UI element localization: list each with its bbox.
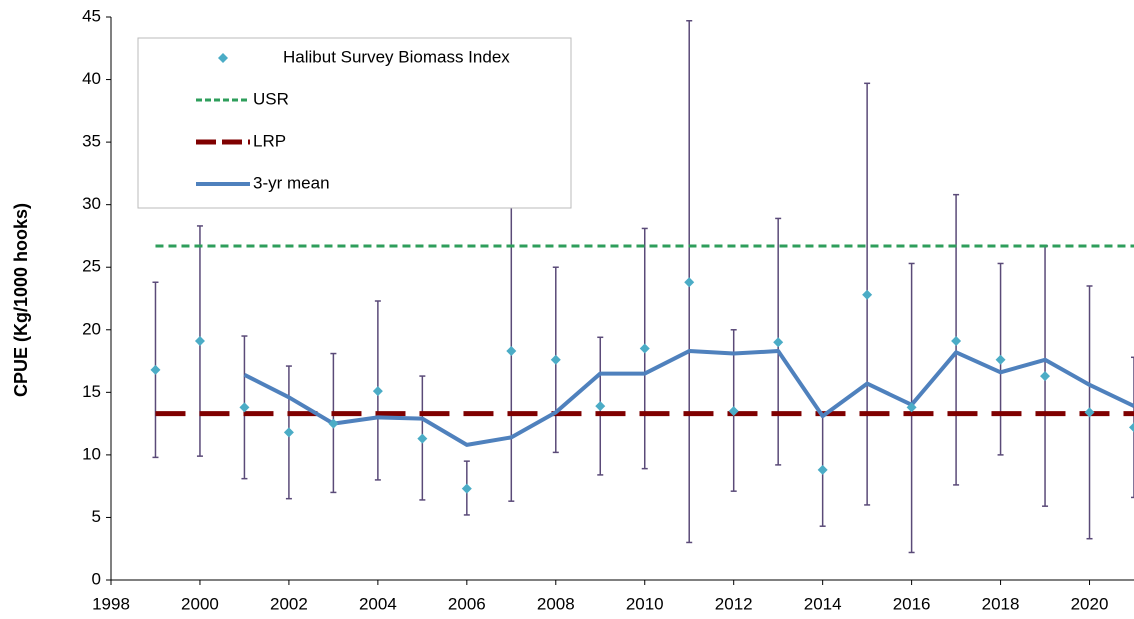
x-tick-label: 2016 xyxy=(893,594,931,613)
data-point xyxy=(239,402,250,413)
data-point xyxy=(906,402,917,413)
plot-area xyxy=(150,20,1134,554)
data-point xyxy=(506,346,517,357)
data-point xyxy=(1129,422,1134,433)
x-tick-label: 2020 xyxy=(1071,594,1109,613)
x-tick-label: 2000 xyxy=(181,594,219,613)
data-point xyxy=(1084,407,1095,418)
x-tick-label: 2004 xyxy=(359,594,397,613)
data-point xyxy=(461,483,472,494)
data-point xyxy=(951,336,962,347)
data-point xyxy=(684,277,695,288)
x-tick-label: 2006 xyxy=(448,594,486,613)
x-tick-label: 2010 xyxy=(626,594,664,613)
x-tick-label: 2014 xyxy=(804,594,842,613)
data-point xyxy=(194,336,205,347)
data-point xyxy=(417,433,428,444)
data-point xyxy=(995,354,1006,365)
data-point xyxy=(550,354,561,365)
data-point xyxy=(150,364,161,375)
y-tick-label: 25 xyxy=(82,257,101,276)
x-tick-label: 2008 xyxy=(537,594,575,613)
data-point xyxy=(328,418,339,429)
y-tick-label: 10 xyxy=(82,444,101,463)
legend-label: 3-yr mean xyxy=(253,173,330,192)
y-tick-label: 45 xyxy=(82,6,101,25)
data-point xyxy=(283,427,294,438)
data-point xyxy=(639,343,650,354)
y-axis-label: CPUE (Kg/1000 hooks) xyxy=(11,203,31,397)
data-point xyxy=(862,289,873,300)
data-point xyxy=(728,406,739,417)
data-point xyxy=(1040,371,1051,382)
legend-label: LRP xyxy=(253,131,286,150)
y-tick-label: 30 xyxy=(82,194,101,213)
data-point xyxy=(372,386,383,397)
x-tick-label: 1998 xyxy=(92,594,130,613)
x-tick-label: 2002 xyxy=(270,594,308,613)
y-tick-label: 0 xyxy=(92,569,101,588)
x-tick-label: 2012 xyxy=(715,594,753,613)
y-tick-label: 5 xyxy=(92,507,101,526)
legend-box xyxy=(137,37,572,209)
y-tick-label: 15 xyxy=(82,382,101,401)
legend-marker xyxy=(218,53,228,63)
y-tick-label: 40 xyxy=(82,69,101,88)
data-point xyxy=(595,401,606,412)
y-tick-label: 20 xyxy=(82,319,101,338)
data-point xyxy=(773,337,784,348)
legend-label: USR xyxy=(253,89,289,108)
x-tick-label: 2018 xyxy=(982,594,1020,613)
data-point xyxy=(817,464,828,475)
mean-line xyxy=(243,349,1134,447)
legend-label: Halibut Survey Biomass Index xyxy=(283,47,510,66)
y-tick-label: 35 xyxy=(82,132,101,151)
